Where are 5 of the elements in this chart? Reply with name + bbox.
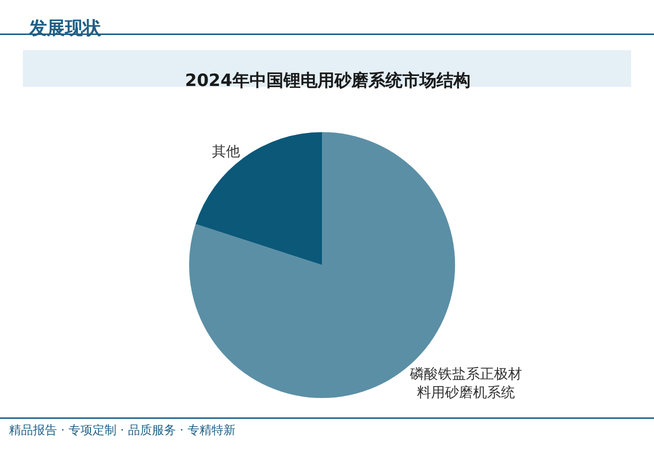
slice-label: 其他 [212,144,240,160]
chart-title: 2024年中国锂电用砂磨系统市场结构 [185,71,470,91]
pie-slice [196,132,322,266]
slice-label: 磷酸铁盐系正极材料用砂磨机系统 [408,366,522,401]
text: 精品报告 · 专项定制 · 品质服务 · 专精特新 [9,423,236,437]
